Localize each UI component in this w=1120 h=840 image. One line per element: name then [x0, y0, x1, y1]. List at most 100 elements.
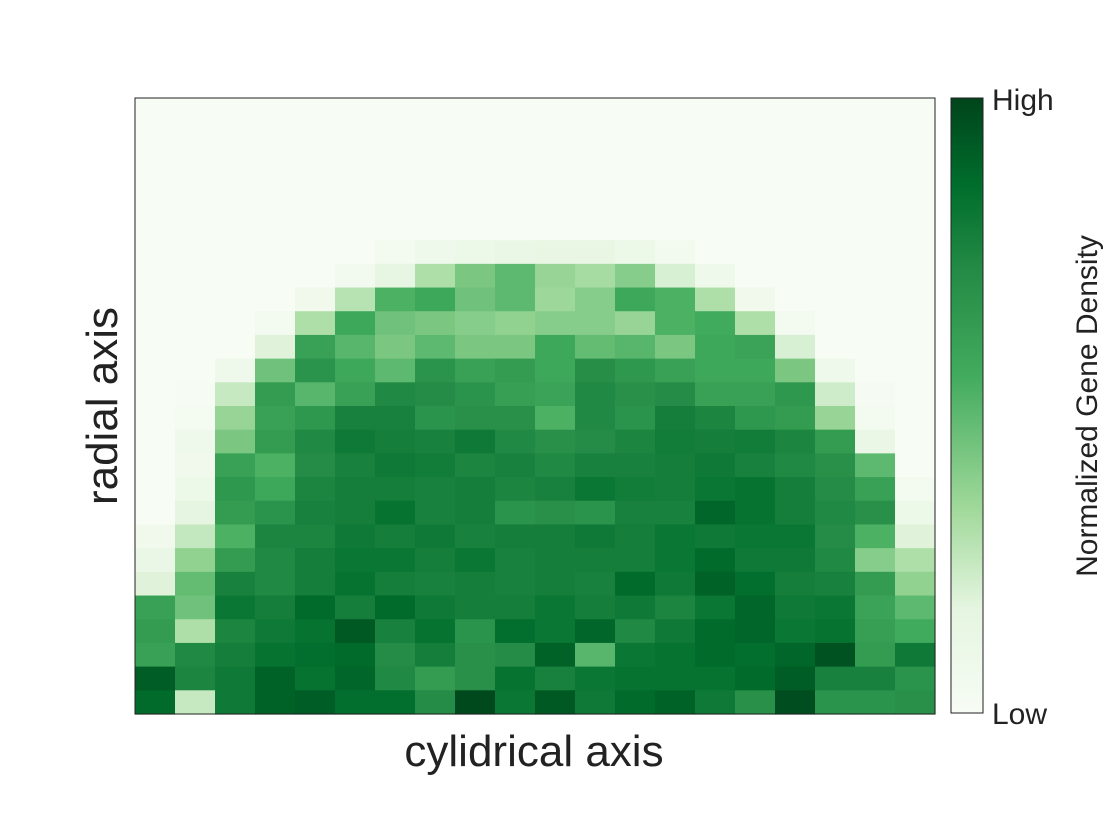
heatmap-cell	[415, 619, 456, 644]
heatmap-cell	[575, 169, 616, 194]
heatmap-cell	[415, 98, 456, 123]
heatmap-cell	[375, 477, 416, 502]
heatmap-cell	[615, 334, 656, 360]
heatmap-cell	[415, 429, 456, 454]
heatmap-cell	[295, 453, 336, 478]
heatmap-cell	[455, 334, 496, 360]
heatmap-cell	[135, 98, 176, 123]
heatmap-cell	[695, 619, 736, 644]
heatmap-cell	[135, 121, 176, 146]
heatmap-cell	[455, 169, 496, 194]
heatmap-cell	[815, 548, 856, 573]
heatmap-cell	[655, 382, 696, 407]
heatmap-cell	[775, 121, 816, 146]
heatmap-cell	[655, 477, 696, 502]
heatmap-cell	[575, 192, 616, 218]
heatmap-cell	[455, 263, 496, 289]
heatmap-cell	[535, 571, 576, 597]
heatmap-cell	[215, 453, 256, 478]
heatmap-cell	[615, 145, 656, 170]
heatmap-cell	[335, 642, 376, 668]
heatmap-cell	[735, 690, 776, 715]
heatmap-cell	[335, 500, 376, 526]
heatmap-cell	[175, 121, 216, 146]
heatmap-cell	[295, 240, 336, 265]
heatmap-cell	[255, 311, 296, 336]
heatmap-cell	[735, 571, 776, 597]
heatmap-cell	[575, 477, 616, 502]
heatmap-cell	[255, 524, 296, 549]
heatmap-cell	[615, 263, 656, 289]
heatmap-cell	[695, 406, 736, 431]
heatmap-cell	[575, 216, 616, 241]
heatmap-cell	[295, 666, 336, 691]
heatmap-cell	[655, 145, 696, 170]
heatmap-cell	[335, 690, 376, 715]
heatmap-cell	[255, 548, 296, 573]
heatmap-cell	[775, 690, 816, 715]
heatmap-cell	[215, 240, 256, 265]
heatmap-cell	[735, 382, 776, 407]
heatmap-cell	[575, 500, 616, 526]
heatmap-cell	[655, 500, 696, 526]
heatmap-cell	[695, 524, 736, 549]
heatmap-cell	[455, 358, 496, 383]
heatmap-cell	[815, 453, 856, 478]
heatmap-cell	[135, 358, 176, 383]
heatmap-cell	[775, 642, 816, 668]
heatmap-cell	[615, 382, 656, 407]
heatmap-cell	[655, 666, 696, 691]
heatmap-cell	[375, 216, 416, 241]
heatmap-cell	[495, 263, 536, 289]
heatmap-cell	[615, 192, 656, 218]
heatmap-cell	[175, 690, 216, 715]
heatmap-cell	[455, 548, 496, 573]
heatmap-cell	[575, 311, 616, 336]
heatmap-cell	[255, 477, 296, 502]
heatmap-cell	[175, 263, 216, 289]
heatmap-cell	[735, 216, 776, 241]
heatmap-cell	[295, 334, 336, 360]
heatmap-cell	[335, 619, 376, 644]
heatmap-cell	[575, 690, 616, 715]
heatmap-cell	[335, 571, 376, 597]
heatmap-cell	[415, 121, 456, 146]
heatmap-cell	[215, 216, 256, 241]
heatmap-cell	[135, 619, 176, 644]
heatmap-cell	[215, 642, 256, 668]
heatmap-cell	[495, 595, 536, 620]
heatmap-cell	[695, 477, 736, 502]
heatmap-cell	[815, 287, 856, 312]
heatmap-cell	[375, 642, 416, 668]
heatmap-cell	[855, 619, 896, 644]
heatmap-cell	[415, 571, 456, 597]
heatmap-cell	[535, 216, 576, 241]
heatmap-cell	[135, 382, 176, 407]
heatmap-cell	[615, 690, 656, 715]
heatmap-cell	[815, 500, 856, 526]
heatmap-cell	[895, 192, 936, 218]
heatmap-cell	[215, 121, 256, 146]
heatmap-cell	[495, 145, 536, 170]
heatmap-cell	[815, 595, 856, 620]
heatmap-cell	[775, 263, 816, 289]
heatmap-cell	[775, 429, 816, 454]
heatmap-cell	[575, 642, 616, 668]
heatmap-cell	[135, 169, 176, 194]
heatmap-cell	[335, 382, 376, 407]
heatmap-cell	[535, 382, 576, 407]
heatmap-cell	[775, 453, 816, 478]
heatmap-cell	[895, 145, 936, 170]
heatmap-cell	[335, 263, 376, 289]
heatmap-cell	[775, 571, 816, 597]
heatmap-cell	[535, 169, 576, 194]
heatmap-cell	[335, 429, 376, 454]
heatmap-cell	[255, 406, 296, 431]
heatmap-cell	[495, 192, 536, 218]
heatmap-cell	[375, 98, 416, 123]
heatmap-cell	[255, 453, 296, 478]
heatmap-cell	[375, 571, 416, 597]
heatmap-cell	[895, 619, 936, 644]
heatmap-cell	[295, 477, 336, 502]
heatmap-cell	[775, 619, 816, 644]
